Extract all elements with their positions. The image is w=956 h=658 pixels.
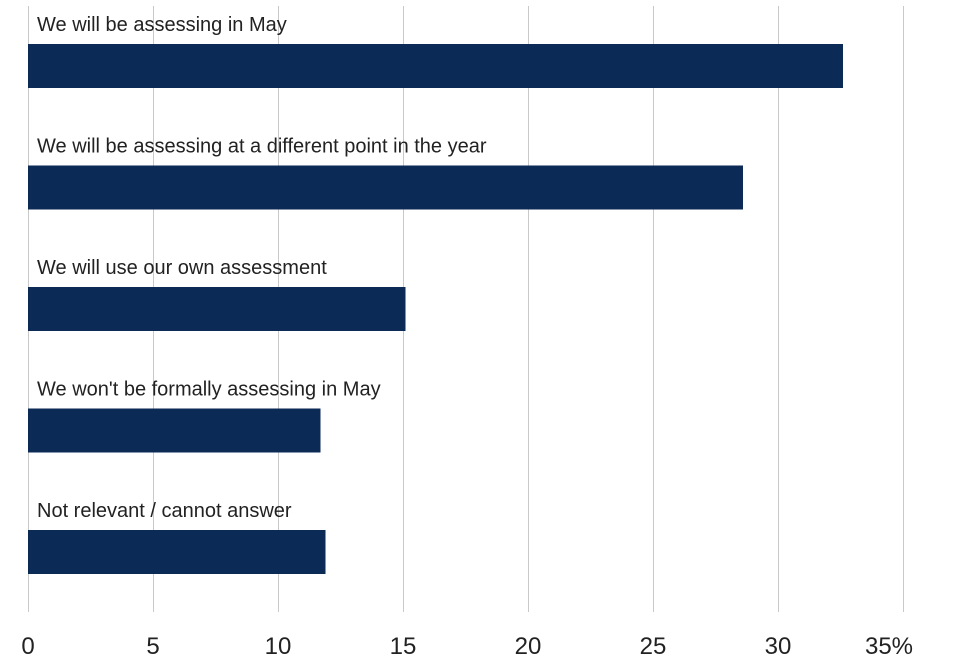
- bar-2: [28, 165, 743, 210]
- x-tick-label-0: 0: [21, 633, 34, 658]
- x-tick-label-20: 20: [515, 633, 542, 658]
- category-label-1: We will be assessing in May: [37, 14, 287, 36]
- x-tick-label-35: 35%: [865, 633, 913, 658]
- bar-3: [28, 287, 406, 331]
- x-tick-label-25: 25: [640, 633, 667, 658]
- x-tick-label-30: 30: [765, 633, 792, 658]
- category-label-4: We won't be formally assessing in May: [37, 379, 381, 401]
- category-labels: We will be assessing in May We will be as…: [37, 14, 487, 522]
- bar-4: [28, 408, 321, 453]
- bars: [28, 44, 843, 574]
- x-tick-label-15: 15: [390, 633, 417, 658]
- category-label-3: We will use our own assessment: [37, 257, 327, 279]
- category-label-5: Not relevant / cannot answer: [37, 500, 292, 522]
- bar-1: [28, 44, 843, 88]
- x-tick-label-5: 5: [146, 633, 159, 658]
- x-tick-label-10: 10: [265, 633, 292, 658]
- category-label-2: We will be assessing at a different poin…: [37, 136, 487, 158]
- bar-5: [28, 530, 326, 574]
- x-axis-tick-labels: 0 5 10 15 20 25 30 35%: [21, 633, 913, 658]
